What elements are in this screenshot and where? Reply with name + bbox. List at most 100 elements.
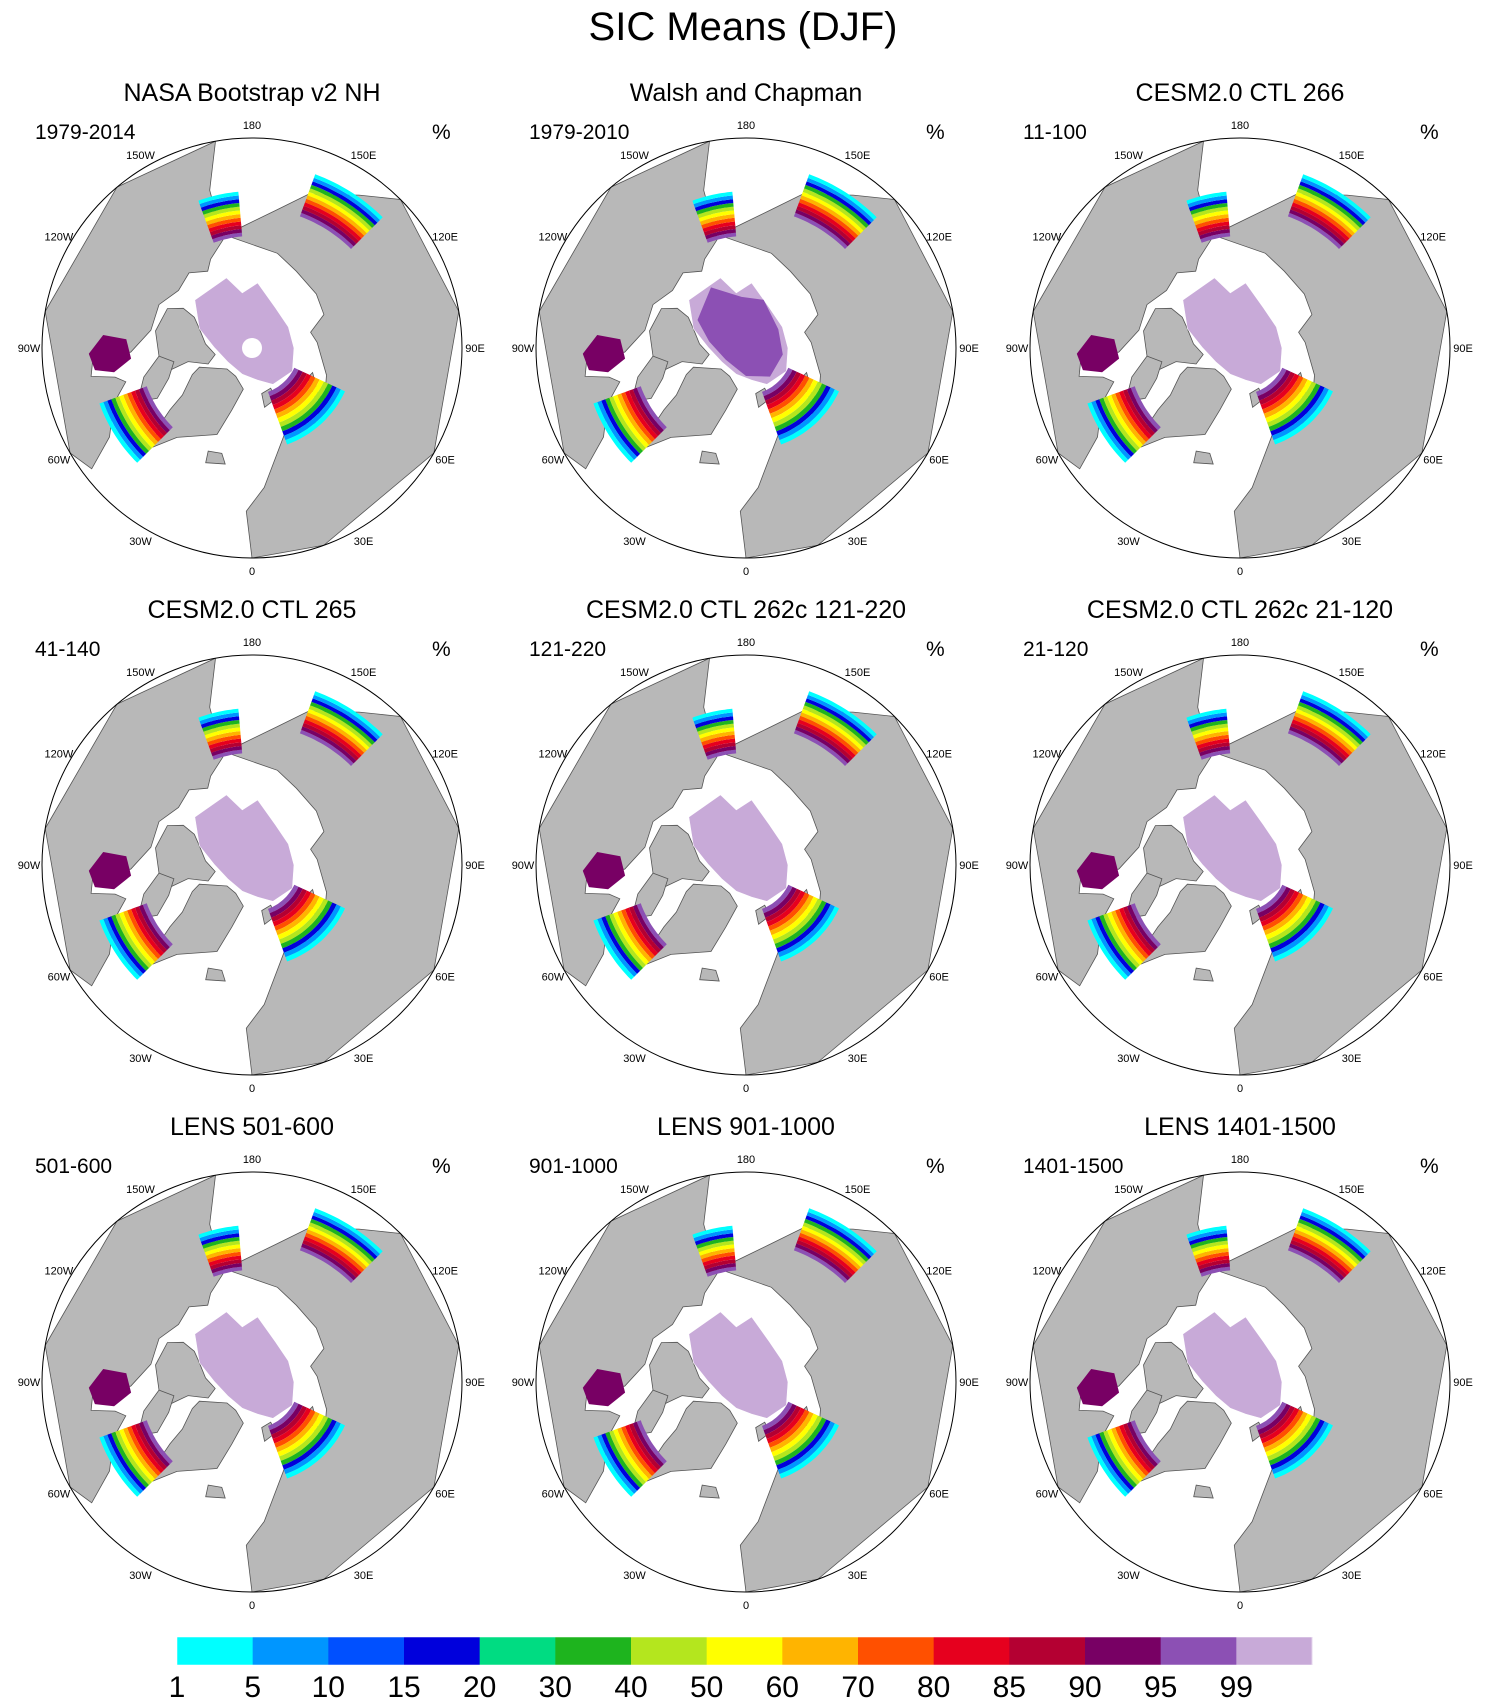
longitude-label: 30W [623,1570,646,1582]
sea-ice-band [773,898,823,944]
map-panel: 180 150E 120E 90E 60E 30E 0 30W 60W 90W 120W 150W LE… [512,1113,979,1612]
longitude-label: 30W [623,1053,646,1065]
sea-ice-band [702,221,736,233]
sea-ice-band [1186,708,1227,722]
longitude-label: 60W [542,455,565,467]
sea-ice-band [763,1403,797,1435]
sea-ice-band [805,181,872,226]
sea-ice-band [1111,1427,1146,1479]
map-panel: 180 150E 120E 90E 60E 30E 0 30W 60W 90W 120W 150W Wa… [512,79,979,578]
panel-period: 21-120 [1023,638,1088,661]
sea-ice-band [705,1263,736,1274]
sea-ice-band [605,914,643,971]
sea-ice-band [285,906,345,962]
sea-ice-band [765,1405,801,1439]
sea-ice-band [99,1436,141,1497]
sea-ice-band [198,708,239,722]
land-mass [205,1484,226,1499]
sea-ice-band [305,715,365,756]
sea-ice-band [1290,722,1347,761]
sea-ice-band [1087,1436,1129,1497]
sea-ice-band [271,1405,307,1439]
colorbar-label: 20 [463,1671,496,1704]
sea-ice-band [134,389,167,437]
panel-units: % [1420,1155,1439,1178]
sea-ice-band [1199,229,1230,240]
longitude-label: 30E [1342,1570,1362,1582]
sea-ice-band [806,177,874,223]
sea-ice-band [313,174,383,220]
map-border [535,1171,957,1593]
colorbar-label: 1 [169,1671,186,1704]
sea-ice-band [1188,199,1228,212]
longitude-label: 180 [243,1154,261,1166]
sea-ice-band [769,1411,814,1453]
sea-ice-band [613,1428,649,1482]
sea-ice-band [763,886,797,918]
sea-ice-band [1091,400,1132,460]
sea-ice-pack [1182,277,1283,385]
sea-ice-hudson [1076,852,1120,890]
sea-ice-band [628,906,661,954]
colorbar-label: 95 [1144,1671,1177,1704]
sea-ice-band [199,195,239,208]
sea-ice-band [636,386,667,431]
sea-ice-band [768,1409,810,1448]
colorbar-swatch [177,1637,254,1665]
longitude-label: 150E [845,667,871,679]
sea-ice-band [625,907,658,957]
longitude-label: 0 [1237,566,1243,578]
sea-ice-band [593,402,635,463]
panel-title: Walsh and Chapman [630,79,863,107]
longitude-label: 120E [432,1266,458,1278]
sea-ice-band [1115,392,1149,442]
colorbar-swatch [252,1637,329,1665]
sea-ice-band [777,1421,835,1475]
sea-ice-band [807,691,877,737]
sea-ice-band [275,1411,320,1453]
map-panel: 180 150E 120E 90E 60E 30E 0 30W 60W 90W 120W 150W CE… [1006,79,1473,578]
sea-ice-band [203,206,240,219]
longitude-label: 0 [1237,1083,1243,1095]
sea-ice-band [119,394,155,448]
sea-ice-band [119,911,155,965]
sea-ice-band [1300,694,1368,740]
sea-ice-band [1299,698,1366,743]
sea-ice-pack [688,794,789,902]
sea-ice-band [636,903,667,948]
panel-period: 41-140 [35,638,100,661]
longitude-label: 150W [126,150,155,162]
sea-ice-band [1299,181,1366,226]
panel-units: % [432,638,451,661]
panel-period: 1979-2010 [529,121,629,144]
longitude-label: 90E [465,343,485,355]
sea-ice-band [115,396,152,451]
sea-ice-band [127,392,161,442]
colorbar-label: 70 [841,1671,874,1704]
panel-title: LENS 1401-1500 [1144,1113,1336,1141]
colorbar-swatch [555,1637,632,1665]
land-mass [649,824,710,888]
sea-ice-band [1273,389,1333,445]
sea-ice-band [308,705,373,748]
sea-ice-hudson [88,852,132,890]
sea-ice-band [307,708,370,751]
longitude-label: 180 [1231,1154,1249,1166]
sea-ice-band [199,1229,239,1242]
sea-ice-band [697,206,734,219]
longitude-label: 60E [435,455,455,467]
sea-ice-band [268,884,299,914]
map-panel: 180 150E 120E 90E 60E 30E 0 30W 60W 90W 120W 150W CE… [1006,596,1473,1095]
sea-ice-band [1195,217,1229,229]
sea-ice-band [696,1237,734,1249]
panel-units: % [432,121,451,144]
sea-ice-band [311,181,378,226]
sea-ice-band [605,397,643,454]
colorbar-swatch [328,1637,405,1665]
sea-ice-band [793,212,848,249]
sea-ice-band [621,909,655,959]
longitude-label: 90W [18,860,41,872]
sea-ice-band [1289,726,1345,764]
sea-ice-band [204,727,241,739]
panel-period: 501-600 [35,1155,112,1178]
